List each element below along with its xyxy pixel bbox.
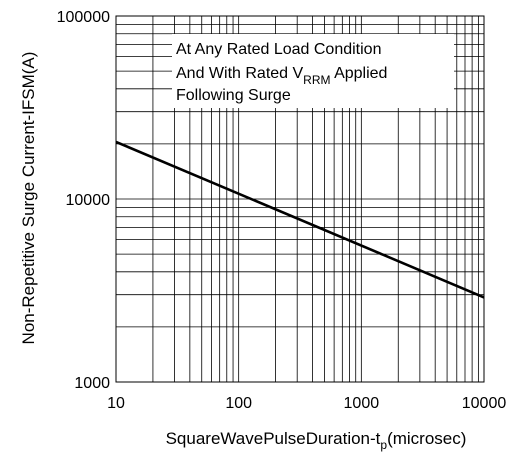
tick-label-layer: 10 100 1000 10000 1000 10000 100000 [57,9,507,412]
annotation-line-1: At Any Rated Load Condition [176,41,381,58]
x-tick-label: 10000 [462,395,507,412]
x-axis-label-main: SquareWavePulseDuration-t [166,429,381,448]
y-axis-label: Non-Repetitive Surge Current-IFSM(A) [19,52,38,345]
series-layer [115,140,485,299]
annotation-line-2: And With Rated VRRM Applied [176,65,387,87]
y-tick-label: 100000 [57,9,110,26]
y-tick-label: 1000 [74,375,110,392]
x-axis-label-tail: (microsec) [387,429,466,448]
annotation-line-2-pre: And With Rated V [176,65,304,82]
plot-frame [115,15,485,383]
annotation-line-2-post: Applied [331,65,388,82]
x-axis-label: SquareWavePulseDuration-tp(microsec) [166,429,467,452]
annotation-line-2-sub: RRM [303,73,330,87]
y-tick-label: 10000 [66,192,111,209]
annotation-line-3: Following Surge [176,87,291,104]
x-axis-label-sub: p [380,438,387,452]
x-tick-label: 1000 [344,395,380,412]
x-tick-label: 100 [225,395,252,412]
series-line [115,140,485,299]
x-tick-label: 10 [107,395,125,412]
annotation-box [172,34,454,108]
